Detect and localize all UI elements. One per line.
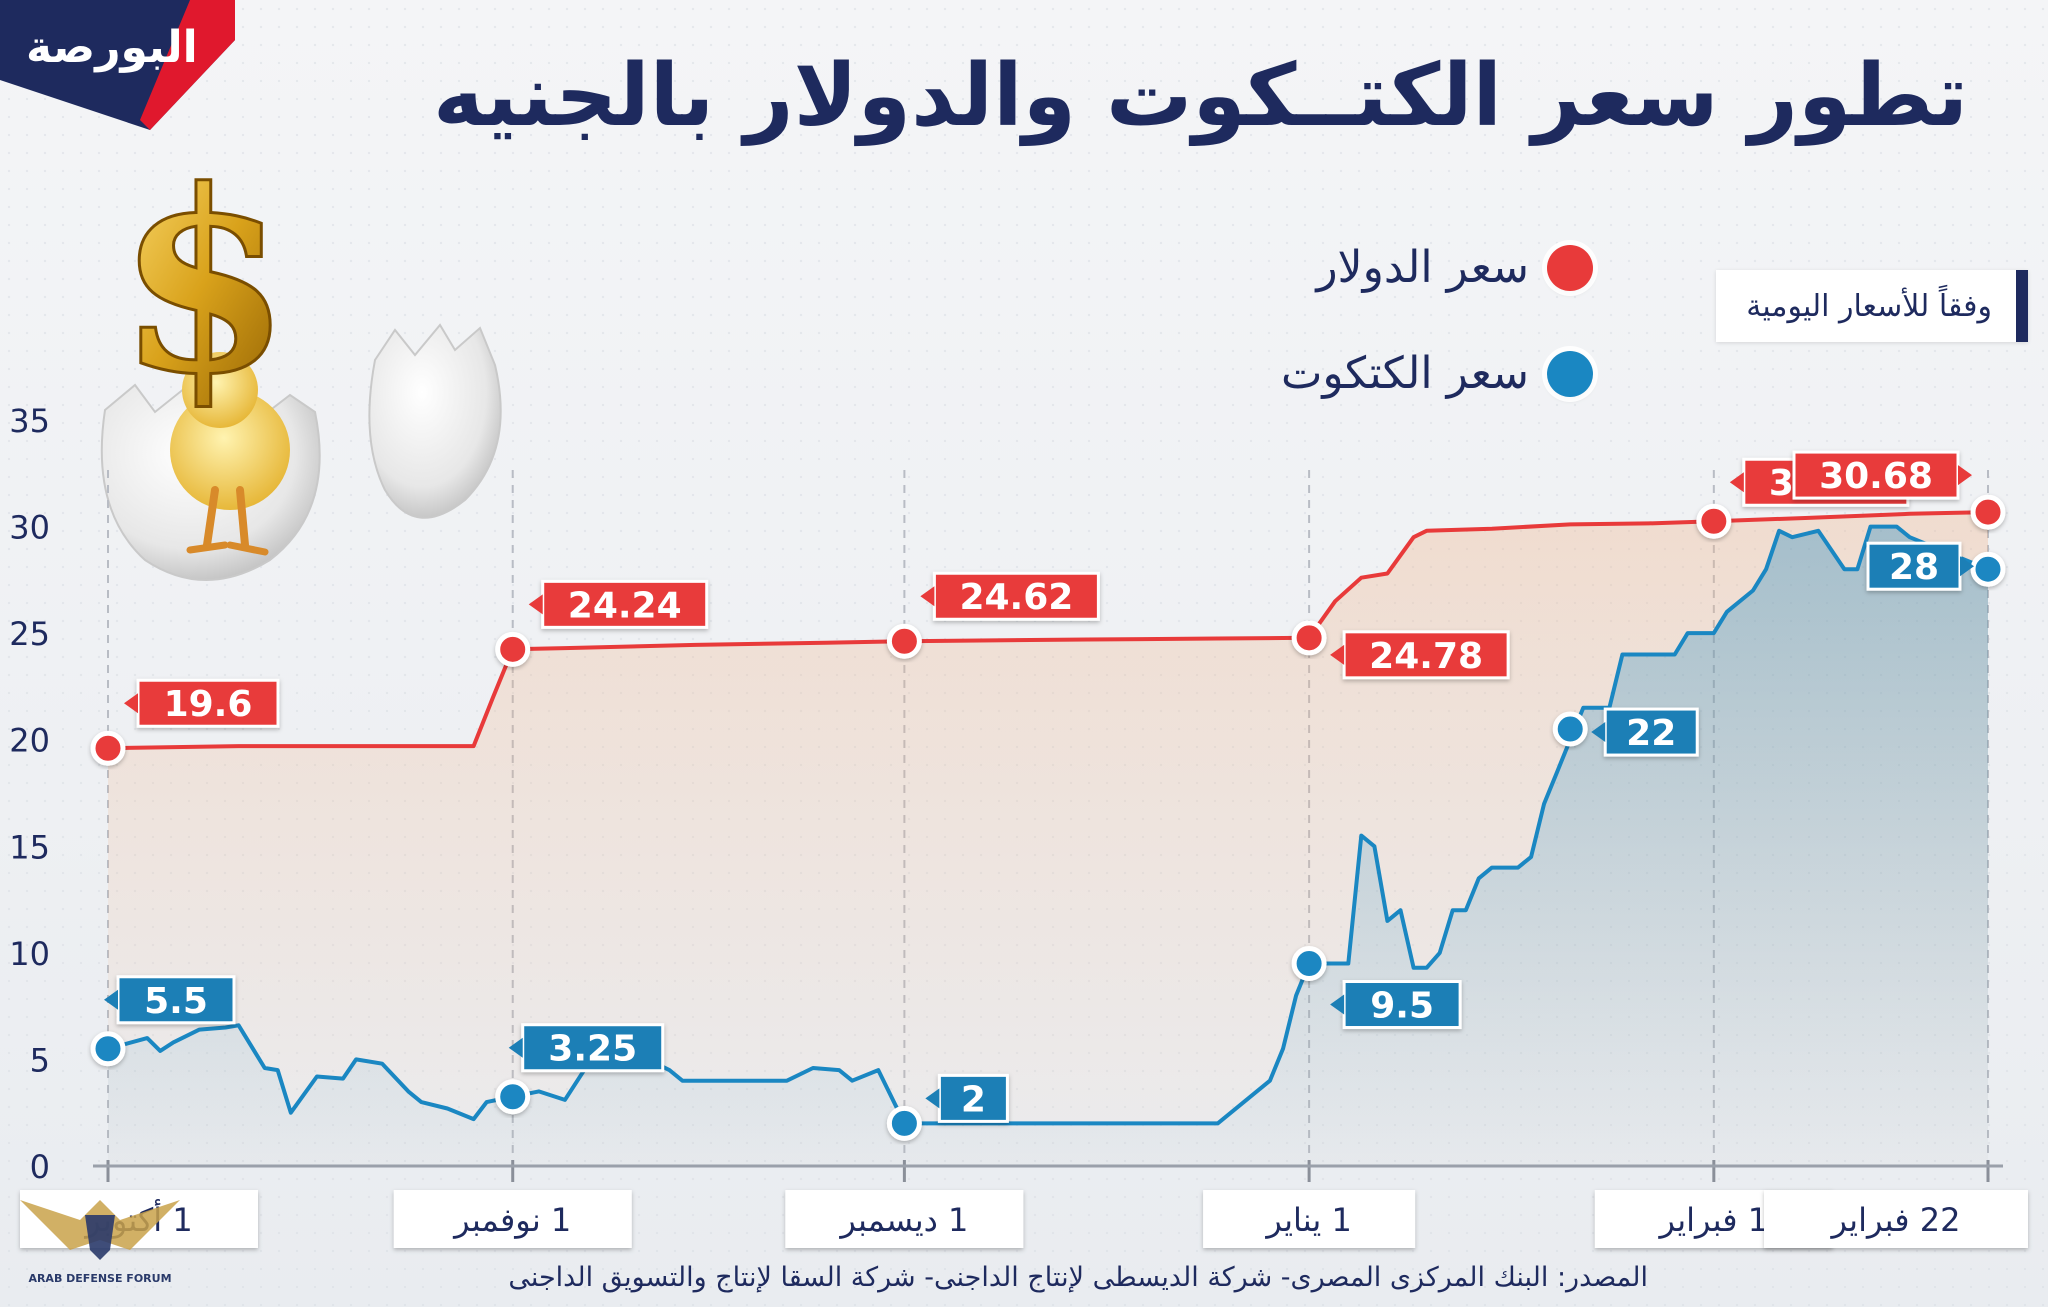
source-note: المصدر: البنك المركزى المصرى- شركة الديس… — [508, 1262, 1648, 1293]
data-label-pointer — [104, 989, 118, 1010]
usd-point — [90, 730, 126, 766]
usd-data-label: 24.62 — [959, 577, 1073, 618]
brand-logo-text: البورصة — [26, 22, 198, 73]
data-label-pointer — [1960, 556, 1974, 577]
usd-data-label: 24.24 — [568, 585, 682, 626]
usd-data-label-box — [136, 678, 280, 728]
usd-point — [495, 631, 531, 667]
legend-usd-label: سعر الدولار — [1316, 242, 1529, 293]
x-tick-label-box — [393, 1190, 632, 1248]
usd-point — [1696, 503, 1732, 539]
x-tick-label-box — [1764, 1190, 2028, 1248]
data-label-pointer — [124, 693, 138, 714]
x-tick-label: 1 يناير — [1264, 1201, 1351, 1239]
x-tick-label: 1 نوفمبر — [452, 1201, 571, 1239]
chick-area — [108, 526, 1988, 1166]
y-tick-label: 20 — [9, 722, 50, 760]
y-tick-label: 30 — [9, 509, 50, 547]
chick-data-label-box — [521, 1023, 665, 1073]
chick-point — [1291, 946, 1327, 982]
data-label-pointer — [528, 594, 543, 615]
chick-data-label: 9.5 — [1370, 986, 1434, 1027]
eggshell-icon — [368, 323, 502, 519]
x-tick-label-box — [785, 1190, 1024, 1248]
legend-chick-dot — [1547, 350, 1593, 397]
chick-data-label: 22 — [1626, 713, 1676, 754]
chick-in-egg-icon: $ — [100, 150, 502, 581]
chick-data-label: 2 — [961, 1079, 986, 1120]
chick-data-label-box — [1866, 541, 1962, 591]
chick-point — [1970, 551, 2006, 587]
x-tick-label: 22 فبراير — [1830, 1201, 1961, 1239]
y-tick-label: 25 — [9, 615, 50, 653]
page-title: تطور سعر الكتــكوت والدولار بالجنيه — [432, 46, 1968, 146]
data-label-pointer — [508, 1037, 523, 1058]
dollar-icon: $ — [116, 150, 293, 431]
usd-data-label: 19.6 — [164, 684, 253, 725]
svg-text:$: $ — [117, 150, 291, 429]
legend-chick: سعر الكتكوت — [1281, 348, 1593, 399]
watermark-logo: ARAB DEFENSE FORUM — [20, 1200, 180, 1285]
chick-data-label: 5.5 — [144, 981, 208, 1022]
y-tick-label: 15 — [9, 828, 50, 866]
data-label-pointer — [1330, 994, 1345, 1015]
chick-point — [1552, 711, 1588, 747]
data-label-pointer — [1591, 722, 1606, 743]
brand-logo — [0, 0, 235, 130]
data-label-pointer — [1729, 472, 1744, 493]
legend-usd: سعر الدولار — [1316, 242, 1593, 293]
data-label-pointer — [1958, 465, 1972, 486]
y-tick-label: 10 — [9, 935, 50, 973]
data-label-pointer — [920, 586, 935, 607]
chick-data-label-box — [937, 1073, 1009, 1123]
legend-chick-label: سعر الكتكوت — [1280, 348, 1529, 399]
usd-data-label: 24.78 — [1369, 636, 1483, 677]
chick-data-label-box — [1342, 980, 1462, 1030]
chick-point — [886, 1105, 922, 1141]
usd-data-label: 30.68 — [1819, 456, 1933, 497]
x-tick-label-box — [1203, 1190, 1416, 1248]
y-tick-label: 5 — [30, 1041, 50, 1079]
daily-prices-note: وفقاً للأسعار اليومية — [1716, 270, 2028, 342]
data-label-pointer — [1330, 644, 1345, 665]
data-label-pointer — [925, 1088, 940, 1109]
y-tick-label: 0 — [30, 1148, 50, 1186]
chick-data-label-box — [116, 975, 236, 1025]
chick-data-label: 3.25 — [548, 1029, 637, 1070]
chick-data-label-box — [1603, 707, 1699, 757]
usd-data-label-box — [1792, 450, 1960, 500]
watermark-text: ARAB DEFENSE FORUM — [28, 1272, 171, 1285]
legend-usd-dot — [1547, 244, 1593, 291]
usd-point — [886, 623, 922, 659]
usd-data-label-box — [932, 571, 1100, 621]
chick-point — [90, 1031, 126, 1067]
chick-point — [495, 1079, 531, 1115]
usd-point — [1291, 620, 1327, 656]
usd-data-label-box — [541, 579, 709, 629]
x-tick-label: 1 فبراير — [1658, 1201, 1769, 1239]
usd-point — [1970, 494, 2006, 530]
chick-data-label: 28 — [1889, 547, 1939, 588]
y-tick-label: 35 — [9, 402, 50, 440]
x-tick-label: 1 ديسمبر — [838, 1201, 968, 1239]
usd-data-label-box — [1342, 630, 1510, 680]
chick-line — [107, 524, 1989, 1126]
